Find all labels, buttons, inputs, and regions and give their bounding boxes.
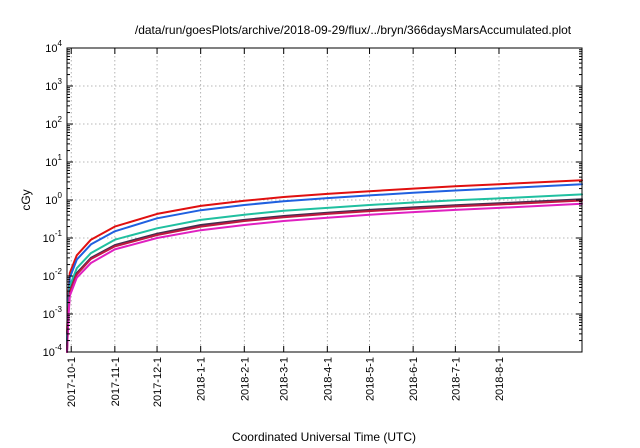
x-tick-label: 2017-11-1: [110, 357, 122, 406]
y-tick-label: 104: [45, 39, 62, 55]
series-line-1: [66, 179, 583, 335]
y-tick-label: 10-3: [43, 305, 63, 321]
x-tick-label: 2018-5-1: [365, 357, 377, 401]
y-tick-label: 103: [45, 77, 62, 93]
x-tick-label: 2018-4-1: [322, 357, 334, 401]
x-tick-label: 2018-1-1: [196, 357, 208, 401]
x-tick-label: 2017-10-1: [66, 357, 78, 407]
y-tick-labels: 10-4 10-3 10-2 10-1 100 101 102 103 104: [43, 39, 63, 359]
series-group: [66, 179, 583, 353]
x-tick-label: 2017-12-1: [152, 357, 164, 407]
y-tick-label: 102: [45, 115, 62, 131]
y-axis-label: cGy: [19, 189, 33, 210]
chart-title: /data/run/goesPlots/archive/2018-09-29/f…: [135, 23, 572, 37]
x-tick-labels: 2017-10-1 2017-11-1 2017-12-1 2018-1-1 2018-…: [66, 357, 506, 407]
x-tick-label: 2018-7-1: [450, 357, 462, 401]
x-tick-label: 2018-2-1: [239, 357, 251, 401]
x-axis-label: Coordinated Universal Time (UTC): [232, 430, 416, 444]
y-tick-label: 10-2: [43, 267, 63, 283]
grid-lines: [67, 48, 582, 352]
series-line-2: [66, 183, 583, 342]
y-tick-label: 101: [45, 153, 62, 169]
x-tick-label: 2018-6-1: [408, 357, 420, 401]
y-tick-label: 10-4: [43, 343, 63, 359]
series-line-5: [66, 199, 583, 353]
x-tick-label: 2018-3-1: [279, 357, 291, 401]
axis-ticks: [67, 47, 582, 353]
series-line-6: [66, 202, 583, 353]
series-line-3: [66, 193, 583, 347]
y-tick-label: 100: [45, 191, 62, 207]
y-tick-label: 10-1: [43, 229, 63, 245]
x-tick-label: 2018-8-1: [494, 357, 506, 401]
